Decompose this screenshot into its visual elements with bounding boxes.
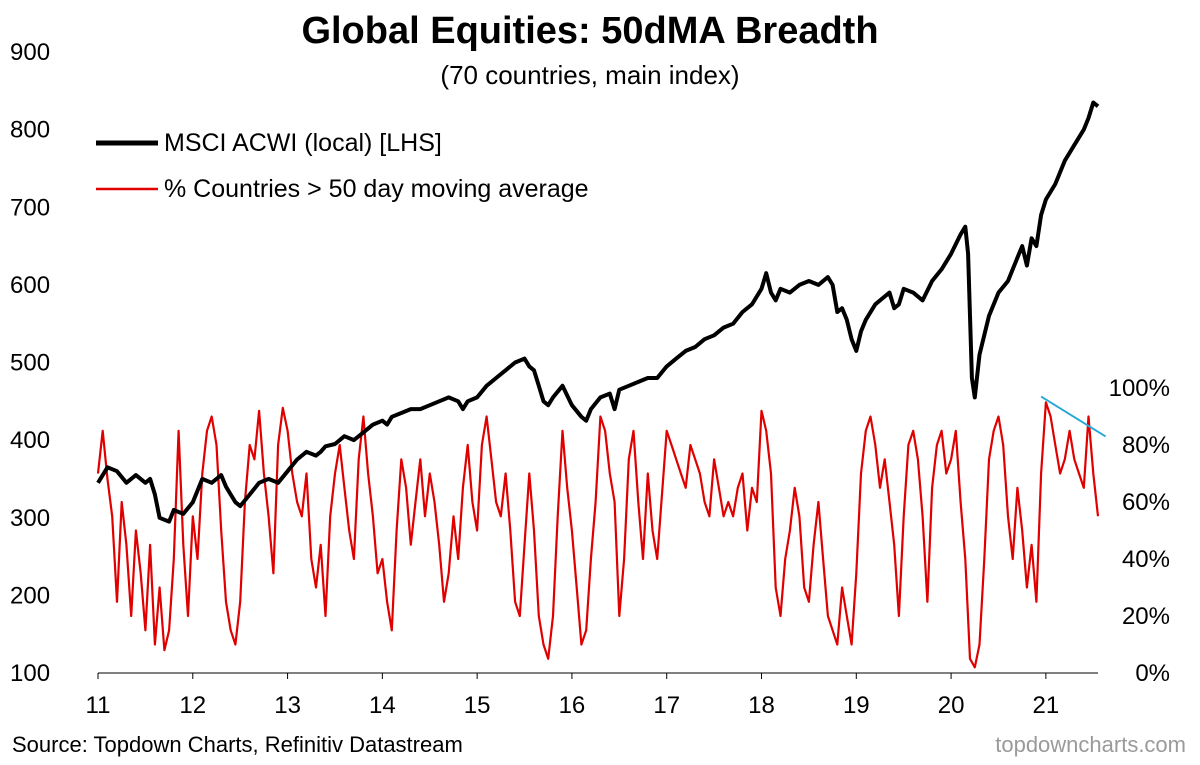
right-axis: 100% 80% 60% 40% 20% 0%: [1109, 375, 1170, 687]
y-left-tick-label: 100: [10, 660, 50, 687]
y-right-tick-label: 60%: [1122, 489, 1170, 516]
source-note: Source: Topdown Charts, Refinitiv Datast…: [12, 732, 463, 757]
plot-area: [96, 100, 1107, 674]
y-left-tick-label: 300: [10, 505, 50, 532]
x-tick-label: 15: [464, 692, 491, 719]
legend-item-msci: MSCI ACWI (local) [LHS]: [96, 120, 589, 166]
x-axis: 11 12 13 14 15 16 17 18 19 20 21: [86, 673, 1060, 719]
y-right-tick-label: 100%: [1109, 375, 1170, 402]
chart-title: Global Equities: 50dMA Breadth: [301, 10, 879, 52]
y-left-tick-label: 800: [10, 117, 50, 144]
y-left-tick-label: 500: [10, 350, 50, 377]
y-right-tick-label: 40%: [1122, 546, 1170, 573]
y-right-tick-label: 20%: [1122, 603, 1170, 630]
y-left-tick-label: 700: [10, 194, 50, 221]
y-left-tick-label: 900: [10, 39, 50, 66]
x-tick-label: 14: [369, 692, 396, 719]
legend-label-breadth: % Countries > 50 day moving average: [164, 174, 589, 203]
y-left-tick-label: 200: [10, 582, 50, 609]
x-tick-label: 13: [274, 692, 301, 719]
x-tick-label: 19: [843, 692, 870, 719]
legend: MSCI ACWI (local) [LHS] % Countries > 50…: [96, 120, 589, 212]
legend-swatch-msci: [96, 140, 158, 146]
chart-subtitle: (70 countries, main index): [440, 60, 740, 90]
x-tick-label: 12: [179, 692, 206, 719]
y-left-tick-label: 400: [10, 427, 50, 454]
legend-swatch-breadth: [96, 187, 158, 191]
x-tick-label: 18: [748, 692, 775, 719]
msci-acwi-line: [96, 100, 1100, 524]
legend-item-breadth: % Countries > 50 day moving average: [96, 166, 589, 212]
legend-label-msci: MSCI ACWI (local) [LHS]: [164, 128, 442, 157]
x-tick-label: 21: [1033, 692, 1060, 719]
x-tick-label: 11: [86, 692, 111, 719]
x-tick-label: 17: [653, 692, 680, 719]
y-right-tick-label: 0%: [1135, 660, 1170, 687]
breadth-line: [96, 401, 1100, 669]
x-tick-label: 16: [559, 692, 586, 719]
brand-watermark: topdowncharts.com: [995, 732, 1186, 757]
y-right-tick-label: 80%: [1122, 432, 1170, 459]
trendline-annotation: [1040, 395, 1107, 438]
y-left-tick-label: 600: [10, 272, 50, 299]
left-axis: 900 800 700 600 500 400 300 200 100: [10, 39, 50, 687]
x-tick-label: 20: [938, 692, 965, 719]
